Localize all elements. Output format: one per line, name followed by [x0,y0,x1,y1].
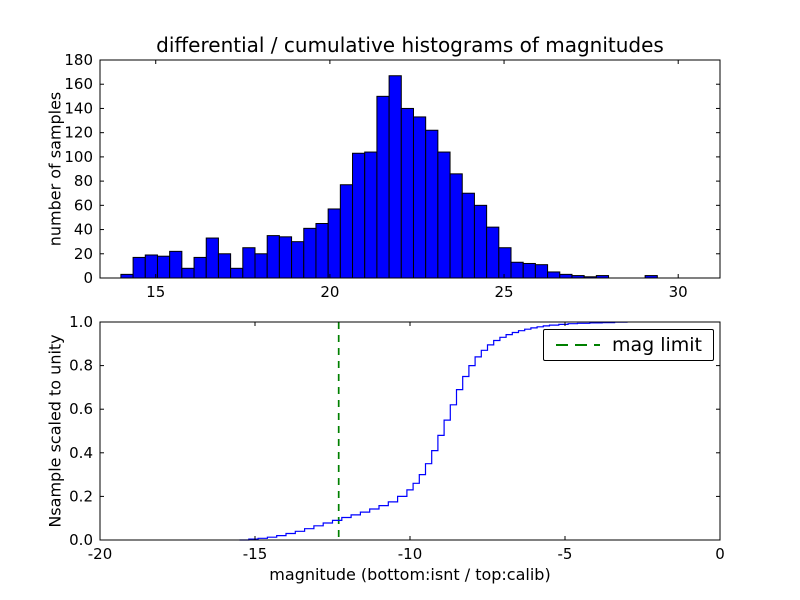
dashed-line-icon [555,344,600,346]
histogram-bar [510,261,524,279]
bottom-x-axis-label: magnitude (bottom:isnt / top:calib) [269,565,551,584]
histogram-bar [473,204,488,279]
y-tick-label: 0.8 [69,357,93,375]
histogram-bar [156,255,171,279]
histogram-bar [266,235,280,279]
x-tick-label: 20 [320,283,339,301]
y-tick-label: 0.6 [69,400,93,418]
histogram-bar [437,151,451,279]
y-tick-label: 160 [64,75,93,93]
histogram-bar [461,192,475,279]
histogram-bar [193,256,207,279]
legend: mag limit [542,329,714,361]
histogram-bar [303,227,317,279]
y-tick-label: 20 [74,245,93,263]
histogram-bar [498,247,512,279]
histogram-bar [534,264,549,279]
legend-label: mag limit [611,334,702,356]
chart-title: differential / cumulative histograms of … [156,33,664,57]
histogram-bar [205,237,219,279]
x-tick-label: 0 [715,545,725,563]
y-tick-label: 0 [83,269,93,287]
histogram-bar [120,273,134,279]
histogram-bar [449,173,463,279]
histogram-bar [412,116,427,279]
x-tick-label: -20 [88,545,113,563]
x-tick-label: 25 [494,283,513,301]
histogram-bar [400,107,414,279]
top-y-axis-label: number of samples [45,91,65,247]
x-tick-label: -10 [398,545,423,563]
histogram-bar [132,256,146,279]
histogram-bar [486,226,500,279]
histogram-bar [388,75,402,279]
histogram-bar [230,267,244,279]
x-tick-label: -5 [558,545,573,563]
histogram-bar [364,151,378,279]
histogram-bar [559,273,573,279]
bottom-y-axis-label: Nsample scaled to unity [45,334,65,528]
y-tick-label: 80 [74,172,93,190]
y-tick-label: 40 [74,221,93,239]
histogram-bar [217,253,232,279]
x-tick-label: -15 [243,545,268,563]
histogram-bar [339,184,354,279]
y-tick-label: 60 [74,196,93,214]
histogram-bar [376,95,390,279]
y-tick-label: 1.0 [69,313,93,331]
histogram-bar [291,241,305,279]
y-tick-label: 140 [64,99,93,117]
y-tick-label: 0.4 [69,444,93,462]
histogram-bar [254,253,268,279]
histogram-bar [242,247,256,279]
y-tick-label: 0.2 [69,487,93,505]
y-tick-label: 180 [64,51,93,69]
histogram-bar [425,129,439,279]
y-tick-label: 0.0 [69,531,93,549]
histogram-bar [547,271,561,279]
histogram-bar [169,250,183,279]
histogram-bar [181,267,195,279]
y-tick-label: 100 [64,148,93,166]
x-tick-label: 30 [669,283,688,301]
y-tick-label: 120 [64,124,93,142]
histogram-bar [278,236,293,279]
x-tick-label: 15 [146,283,165,301]
histogram-bar [522,262,536,279]
axes-frame [99,59,721,279]
histogram-bar [352,152,366,279]
histogram-bar [327,208,341,279]
histogram-bar [315,223,329,279]
cumulative-line [239,321,628,541]
